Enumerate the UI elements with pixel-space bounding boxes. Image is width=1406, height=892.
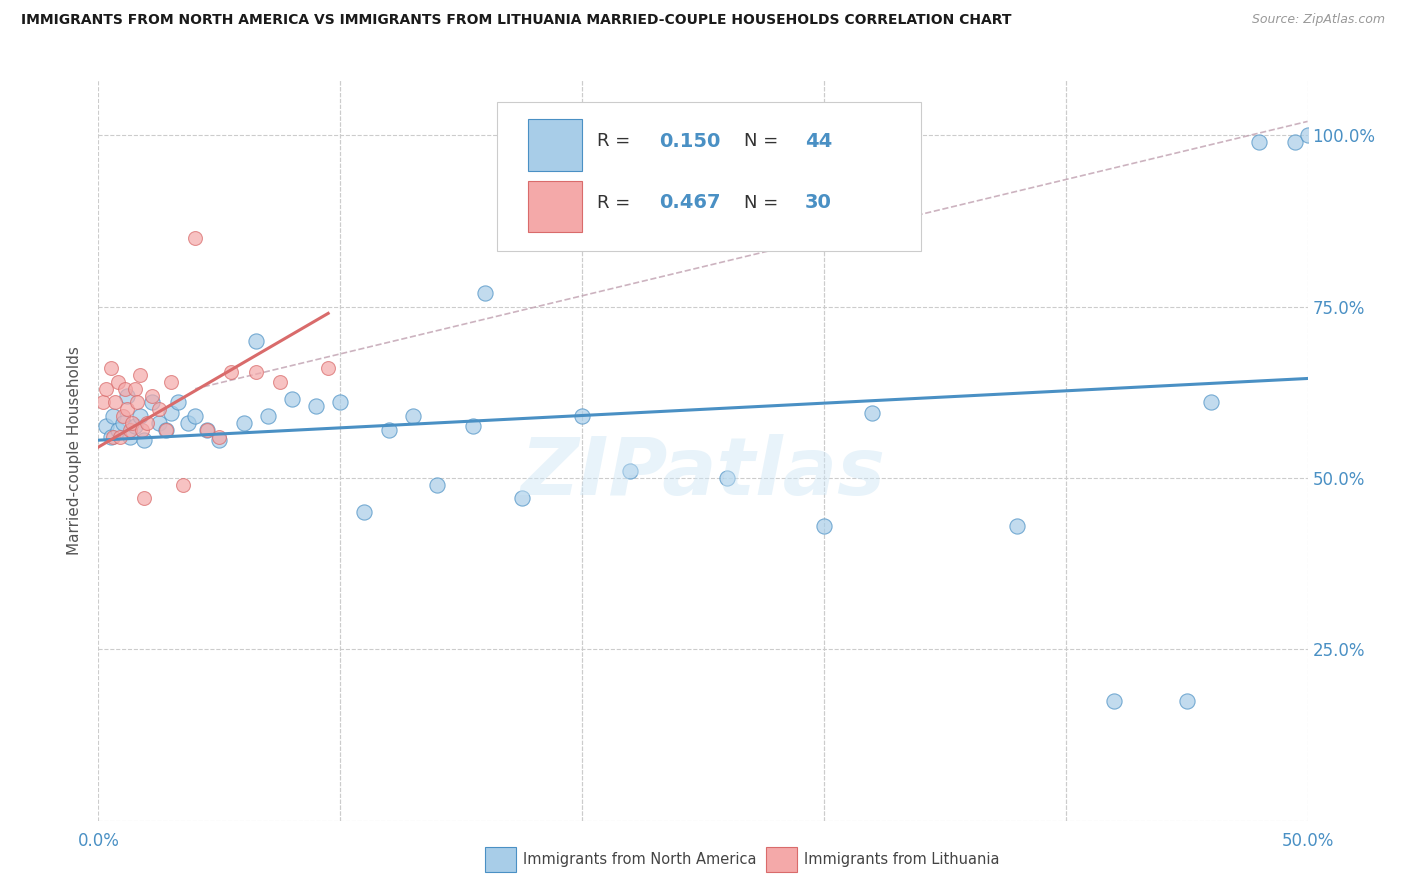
Point bbox=[160, 375, 183, 389]
Point bbox=[195, 423, 218, 437]
Point bbox=[107, 375, 129, 389]
Point bbox=[510, 491, 533, 506]
Point bbox=[148, 416, 170, 430]
Point bbox=[305, 399, 328, 413]
Point bbox=[107, 423, 129, 437]
Point bbox=[195, 423, 218, 437]
Point bbox=[221, 365, 243, 379]
Point bbox=[100, 361, 122, 376]
Point bbox=[245, 334, 267, 348]
Point bbox=[1007, 519, 1029, 533]
Point bbox=[135, 416, 157, 430]
Text: Immigrants from Lithuania: Immigrants from Lithuania bbox=[804, 853, 1000, 867]
Point bbox=[127, 395, 149, 409]
Point bbox=[1102, 694, 1125, 708]
Point bbox=[402, 409, 425, 424]
Point bbox=[117, 402, 139, 417]
Point bbox=[1249, 135, 1271, 149]
Point bbox=[172, 477, 194, 491]
Point bbox=[118, 430, 141, 444]
Point bbox=[1284, 135, 1306, 149]
Point bbox=[463, 419, 485, 434]
Point bbox=[316, 361, 339, 376]
Text: 44: 44 bbox=[804, 132, 832, 151]
Point bbox=[167, 395, 190, 409]
Point bbox=[1175, 694, 1198, 708]
Point bbox=[716, 471, 738, 485]
Point bbox=[124, 419, 146, 434]
Text: 0.467: 0.467 bbox=[659, 194, 721, 212]
Point bbox=[134, 433, 156, 447]
Point bbox=[131, 423, 153, 437]
Point bbox=[353, 505, 375, 519]
Point bbox=[377, 423, 399, 437]
Point bbox=[111, 409, 134, 424]
Point bbox=[184, 409, 207, 424]
Point bbox=[128, 409, 150, 424]
Text: Source: ZipAtlas.com: Source: ZipAtlas.com bbox=[1251, 13, 1385, 27]
Text: R =: R = bbox=[596, 132, 636, 151]
Text: R =: R = bbox=[596, 194, 636, 211]
Point bbox=[184, 231, 207, 245]
Text: 0.150: 0.150 bbox=[659, 132, 721, 151]
Point bbox=[208, 430, 231, 444]
Point bbox=[94, 419, 117, 434]
Point bbox=[111, 416, 134, 430]
Point bbox=[571, 409, 593, 424]
Point bbox=[208, 433, 231, 447]
FancyBboxPatch shape bbox=[527, 180, 582, 232]
Point bbox=[101, 409, 124, 424]
Point bbox=[101, 430, 124, 444]
Point bbox=[619, 464, 641, 478]
Point bbox=[256, 409, 278, 424]
Point bbox=[141, 389, 163, 403]
Point bbox=[155, 423, 177, 437]
Point bbox=[148, 402, 170, 417]
Point bbox=[281, 392, 304, 406]
Point bbox=[121, 416, 143, 430]
Point bbox=[269, 375, 291, 389]
Point bbox=[474, 285, 496, 300]
Text: IMMIGRANTS FROM NORTH AMERICA VS IMMIGRANTS FROM LITHUANIA MARRIED-COUPLE HOUSEH: IMMIGRANTS FROM NORTH AMERICA VS IMMIGRA… bbox=[21, 13, 1011, 28]
Point bbox=[108, 430, 131, 444]
Point bbox=[1199, 395, 1222, 409]
Point bbox=[329, 395, 352, 409]
Point bbox=[155, 423, 177, 437]
Point bbox=[245, 365, 267, 379]
FancyBboxPatch shape bbox=[527, 120, 582, 171]
Point bbox=[100, 430, 122, 444]
Point bbox=[134, 491, 156, 506]
Point bbox=[94, 382, 117, 396]
Point bbox=[128, 368, 150, 382]
Point bbox=[232, 416, 254, 430]
Point bbox=[118, 423, 141, 437]
Point bbox=[160, 406, 183, 420]
Point bbox=[91, 395, 114, 409]
Point bbox=[114, 382, 136, 396]
Point bbox=[117, 389, 139, 403]
Text: N =: N = bbox=[744, 194, 785, 211]
Point bbox=[1296, 128, 1319, 142]
Point bbox=[813, 519, 835, 533]
Point bbox=[141, 395, 163, 409]
Point bbox=[104, 395, 127, 409]
Point bbox=[124, 382, 146, 396]
Y-axis label: Married-couple Households: Married-couple Households bbox=[67, 346, 83, 555]
Point bbox=[860, 406, 883, 420]
Text: 30: 30 bbox=[804, 194, 831, 212]
Point bbox=[426, 477, 449, 491]
Text: ZIPatlas: ZIPatlas bbox=[520, 434, 886, 512]
Text: Immigrants from North America: Immigrants from North America bbox=[523, 853, 756, 867]
FancyBboxPatch shape bbox=[498, 103, 921, 251]
Point bbox=[177, 416, 200, 430]
Text: N =: N = bbox=[744, 132, 785, 151]
